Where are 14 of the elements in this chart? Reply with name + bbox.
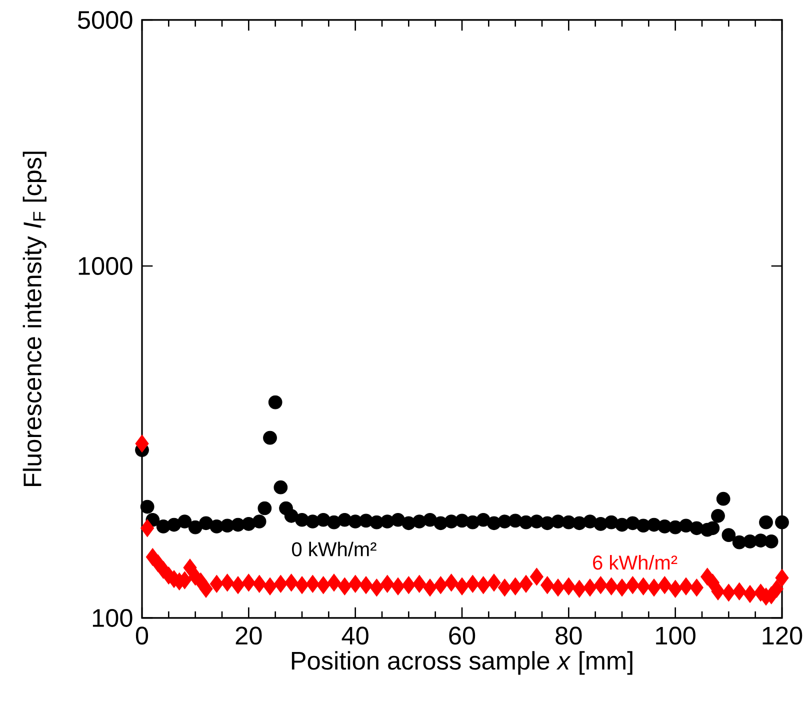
y-tick-label: 5000: [78, 11, 132, 29]
x-tick-label: 40: [342, 626, 368, 645]
y-axis-title: Fluorescence intensity I$_{F}$ [cps]: [22, 152, 46, 486]
x-tick-label: 120: [762, 626, 802, 645]
x-tick-label: 20: [236, 626, 262, 645]
x-tick-label: 80: [556, 626, 582, 645]
x-tick-label: 100: [656, 626, 696, 645]
y-tick-label: 1000: [78, 257, 132, 275]
series-label: 6 kWh/m²: [593, 555, 678, 570]
y-tick-label: 100: [92, 609, 132, 627]
x-tick-label: 60: [449, 626, 476, 645]
x-tick-label: 0: [136, 626, 148, 645]
x-axis-title: Position across sample x [mm]: [292, 651, 632, 675]
series-label: 0 kWh/m²: [292, 542, 376, 556]
